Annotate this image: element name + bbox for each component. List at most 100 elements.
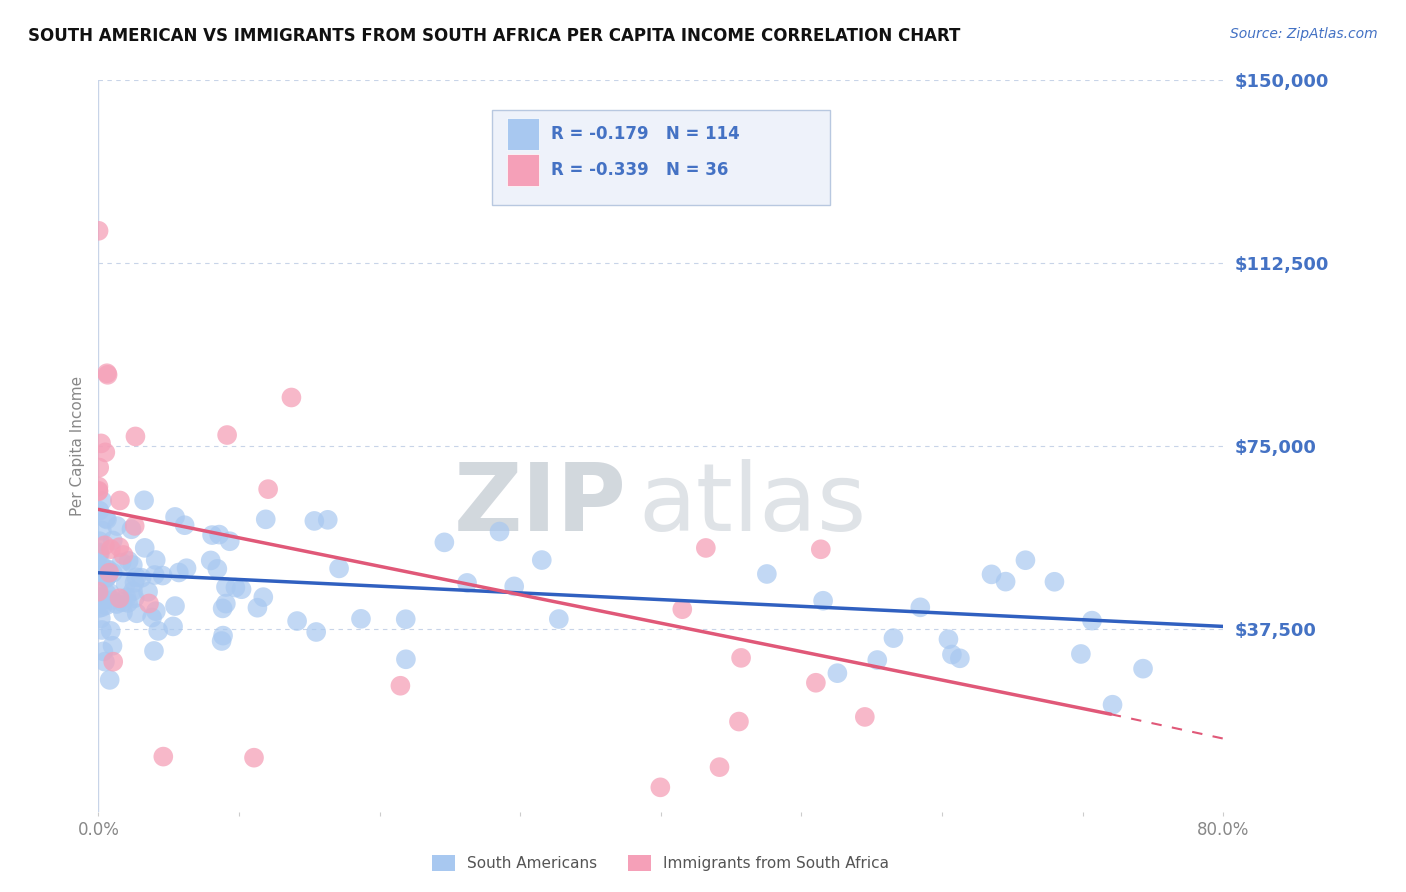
South Americans — [1043, 574, 1066, 589]
South Americans — [304, 514, 326, 528]
South Americans — [101, 566, 124, 580]
South Americans — [395, 612, 418, 626]
Immigrants from South Africa — [103, 655, 125, 669]
South Americans — [111, 595, 134, 609]
South Americans — [145, 604, 167, 618]
Immigrants from South Africa — [89, 460, 111, 475]
South Americans — [1101, 698, 1123, 712]
South Americans — [201, 528, 224, 542]
South Americans — [1014, 553, 1036, 567]
FancyBboxPatch shape — [506, 154, 540, 186]
Immigrants from South Africa — [87, 479, 110, 493]
South Americans — [90, 623, 112, 637]
South Americans — [111, 606, 134, 620]
South Americans — [167, 566, 190, 580]
South Americans — [211, 601, 233, 615]
South Americans — [395, 652, 418, 666]
South Americans — [1070, 647, 1092, 661]
Immigrants from South Africa — [257, 482, 280, 496]
South Americans — [90, 524, 112, 538]
South Americans — [89, 503, 111, 517]
South Americans — [254, 512, 277, 526]
South Americans — [208, 527, 231, 541]
Text: R = -0.339   N = 36: R = -0.339 N = 36 — [551, 161, 728, 179]
South Americans — [97, 562, 120, 576]
South Americans — [96, 570, 118, 584]
South Americans — [200, 553, 222, 567]
South Americans — [93, 644, 115, 658]
Immigrants from South Africa — [100, 542, 122, 557]
South Americans — [120, 522, 142, 536]
Text: SOUTH AMERICAN VS IMMIGRANTS FROM SOUTH AFRICA PER CAPITA INCOME CORRELATION CHA: SOUTH AMERICAN VS IMMIGRANTS FROM SOUTH … — [28, 27, 960, 45]
South Americans — [110, 556, 132, 570]
South Americans — [530, 553, 553, 567]
South Americans — [94, 655, 117, 669]
South Americans — [96, 571, 118, 585]
Immigrants from South Africa — [96, 366, 118, 380]
South Americans — [176, 561, 198, 575]
South Americans — [143, 568, 166, 582]
South Americans — [118, 554, 141, 568]
Immigrants from South Africa — [728, 714, 751, 729]
South Americans — [134, 541, 156, 555]
South Americans — [910, 600, 932, 615]
South Americans — [215, 597, 238, 611]
South Americans — [433, 535, 456, 549]
South Americans — [97, 563, 120, 577]
South Americans — [285, 614, 308, 628]
South Americans — [827, 666, 849, 681]
South Americans — [90, 558, 112, 573]
South Americans — [316, 513, 339, 527]
South Americans — [350, 612, 373, 626]
South Americans — [152, 568, 174, 582]
South Americans — [811, 593, 834, 607]
South Americans — [207, 562, 229, 576]
South Americans — [755, 566, 778, 581]
South Americans — [96, 599, 118, 613]
South Americans — [97, 568, 120, 582]
South Americans — [101, 533, 124, 548]
Immigrants from South Africa — [243, 750, 266, 764]
South Americans — [1081, 614, 1104, 628]
Immigrants from South Africa — [108, 540, 131, 554]
South Americans — [145, 553, 167, 567]
South Americans — [87, 595, 110, 609]
South Americans — [224, 581, 246, 595]
South Americans — [87, 601, 110, 615]
South Americans — [141, 610, 163, 624]
South Americans — [143, 644, 166, 658]
Immigrants from South Africa — [87, 584, 110, 599]
South Americans — [98, 673, 121, 687]
FancyBboxPatch shape — [506, 118, 540, 150]
Y-axis label: Per Capita Income: Per Capita Income — [69, 376, 84, 516]
South Americans — [122, 584, 145, 599]
South Americans — [949, 651, 972, 665]
South Americans — [89, 547, 111, 561]
South Americans — [114, 577, 136, 591]
Immigrants from South Africa — [87, 224, 110, 238]
South Americans — [94, 511, 117, 525]
South Americans — [165, 510, 187, 524]
South Americans — [305, 625, 328, 640]
South Americans — [132, 493, 155, 508]
Immigrants from South Africa — [217, 428, 239, 442]
South Americans — [148, 624, 170, 638]
Immigrants from South Africa — [810, 542, 832, 557]
Immigrants from South Africa — [650, 780, 672, 795]
South Americans — [125, 607, 148, 621]
Immigrants from South Africa — [124, 519, 146, 533]
South Americans — [91, 600, 114, 615]
Immigrants from South Africa — [94, 445, 117, 459]
South Americans — [117, 596, 139, 610]
South Americans — [211, 634, 233, 648]
South Americans — [456, 575, 478, 590]
South Americans — [87, 587, 110, 601]
South Americans — [125, 570, 148, 584]
South Americans — [124, 575, 146, 590]
South Americans — [101, 639, 124, 653]
South Americans — [87, 548, 110, 562]
Immigrants from South Africa — [730, 651, 752, 665]
South Americans — [124, 591, 146, 606]
South Americans — [994, 574, 1017, 589]
South Americans — [90, 569, 112, 583]
